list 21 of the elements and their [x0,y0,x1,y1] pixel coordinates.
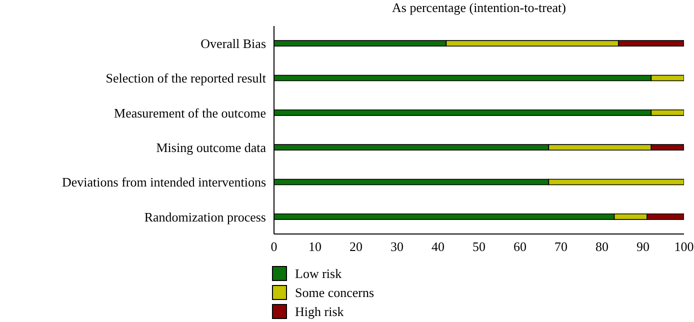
x-tick-label: 30 [390,239,404,254]
y-tick-label: Overall Bias [200,36,266,51]
x-tick-label: 100 [674,239,694,254]
y-tick-label: Measurement of the outcome [114,105,266,120]
x-tick-label: 60 [514,239,526,254]
x-tick-label: 0 [270,239,278,254]
y-tick-label: Deviations from intended interventions [62,174,266,190]
x-tick-label: 90 [636,239,650,254]
y-tick-label: Mising outcome data [156,140,266,155]
x-tick-label: 80 [596,239,608,254]
x-tick-label: 40 [432,239,444,254]
y-tick-label: Randomization process [144,209,266,224]
y-tick-label: Selection of the reported result [106,70,266,86]
chart-title: As percentage (intention-to-treat) [391,0,567,16]
legend-label: Low risk [295,266,342,282]
x-tick-label: 10 [308,239,322,254]
legend-label: Some concerns [295,284,374,300]
x-tick-label: 70 [554,239,568,254]
x-tick-label: 50 [472,239,486,254]
legend-label: High risk [295,304,344,320]
x-tick-label: 20 [350,239,362,254]
